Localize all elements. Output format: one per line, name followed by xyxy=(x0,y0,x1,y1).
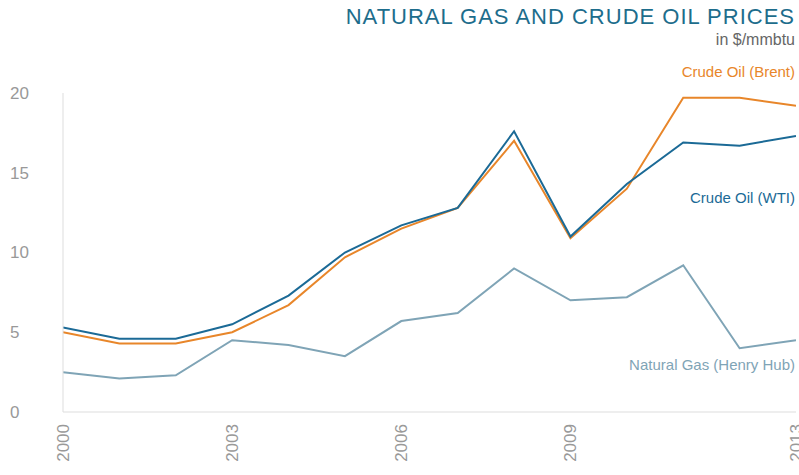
html-text:in $/mmbtu: in $/mmbtu xyxy=(715,31,795,48)
svg-text:0: 0 xyxy=(10,403,19,422)
svg-text:10: 10 xyxy=(10,243,29,262)
svg-text:2009: 2009 xyxy=(561,424,580,462)
svg-text:2013: 2013 xyxy=(787,424,799,462)
svg-text:20: 20 xyxy=(10,84,29,103)
svg-text:5: 5 xyxy=(10,323,19,342)
svg-text:2003: 2003 xyxy=(223,424,242,462)
html-text:Crude Oil (Brent): Crude Oil (Brent) xyxy=(681,63,795,80)
html-text:Natural Gas (Henry Hub): Natural Gas (Henry Hub) xyxy=(629,356,795,373)
svg-text:2006: 2006 xyxy=(392,424,411,462)
html-text:Crude Oil (WTI): Crude Oil (WTI) xyxy=(690,189,795,206)
html-text:NATURAL GAS AND CRUDE OIL PRIC: NATURAL GAS AND CRUDE OIL PRICES xyxy=(345,4,795,29)
svg-text:15: 15 xyxy=(10,164,29,183)
svg-text:2000: 2000 xyxy=(54,424,73,462)
